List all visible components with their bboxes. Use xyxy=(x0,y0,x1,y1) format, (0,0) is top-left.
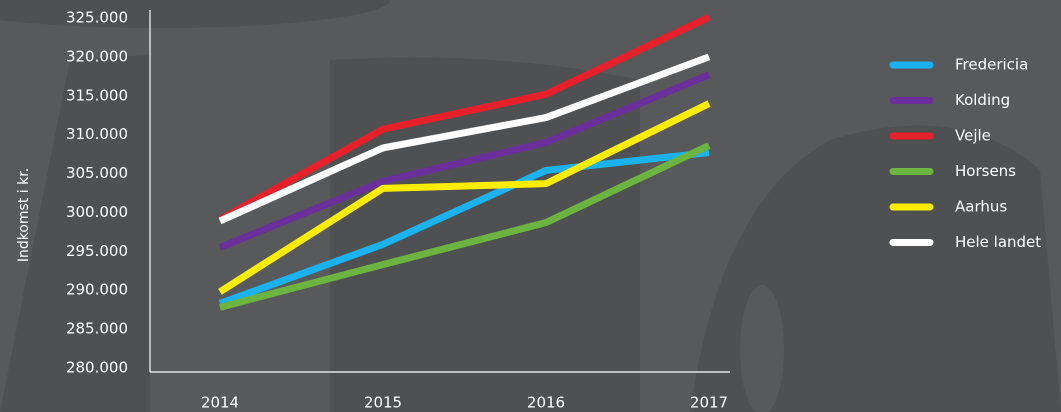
legend-label: Aarhus xyxy=(955,198,1007,216)
legend-label: Vejle xyxy=(955,127,991,145)
x-tick-label: 2016 xyxy=(527,394,565,412)
legend-label: Horsens xyxy=(955,162,1016,180)
line-series xyxy=(218,149,710,307)
y-tick-label: 295.000 xyxy=(66,242,128,260)
x-tick-label: 2017 xyxy=(690,394,728,412)
legend-label: Hele landet xyxy=(955,233,1041,251)
y-tick-label: 320.000 xyxy=(66,47,128,65)
y-tick-label: 305.000 xyxy=(66,164,128,182)
line-series xyxy=(218,14,711,223)
y-axis-label: Indkomst i kr. xyxy=(16,168,32,262)
legend-label: Kolding xyxy=(955,91,1010,109)
line-series xyxy=(218,71,711,251)
x-tick-label: 2014 xyxy=(201,394,239,412)
line-series xyxy=(218,100,711,295)
y-tick-label: 325.000 xyxy=(66,9,128,27)
background-decoration xyxy=(740,285,784,412)
x-tick-label: 2015 xyxy=(364,394,402,412)
y-tick-label: 285.000 xyxy=(66,320,128,338)
y-tick-label: 280.000 xyxy=(66,359,128,377)
y-tick-label: 300.000 xyxy=(66,203,128,221)
line-series xyxy=(218,53,711,225)
line-series xyxy=(219,142,711,311)
y-tick-label: 315.000 xyxy=(66,86,128,104)
legend-label: Fredericia xyxy=(955,56,1028,74)
y-tick-label: 290.000 xyxy=(66,281,128,299)
y-tick-label: 310.000 xyxy=(66,125,128,143)
